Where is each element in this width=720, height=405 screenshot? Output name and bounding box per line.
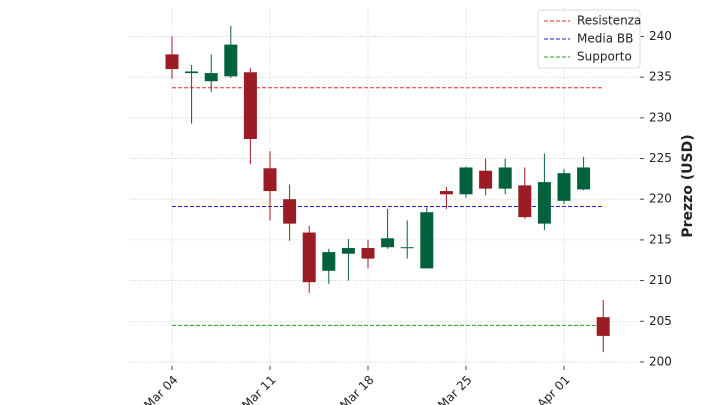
y-tick-label: 235 — [649, 70, 672, 84]
y-tick-label: 220 — [649, 192, 672, 206]
y-tick-label: 230 — [649, 110, 672, 124]
candle-body — [243, 72, 257, 139]
y-tick-label: 215 — [649, 232, 672, 246]
candle-body — [165, 54, 179, 70]
candle-body — [322, 252, 336, 271]
candle-body — [283, 199, 297, 224]
candle-body — [341, 248, 355, 254]
candle-body — [381, 238, 395, 248]
candle-body — [302, 232, 316, 283]
y-tick-label: 210 — [649, 273, 672, 287]
candle-body — [224, 44, 238, 77]
candle-body — [518, 185, 532, 218]
candle-body — [400, 247, 414, 249]
candle-body — [420, 212, 434, 269]
y-tick-label: 240 — [649, 29, 672, 43]
x-tick-label: Mar 25 — [435, 373, 474, 405]
candle-body — [439, 191, 453, 195]
legend-box — [537, 9, 641, 69]
y-tick-label: 225 — [649, 151, 672, 165]
candle-body — [596, 317, 610, 336]
y-axis-label: Prezzo (USD) — [680, 134, 696, 237]
x-tick-label: Mar 18 — [337, 373, 376, 405]
candle-body — [204, 73, 218, 82]
candle-body — [498, 167, 512, 189]
legend-label: Media BB — [577, 32, 633, 46]
candle-body — [263, 168, 277, 192]
x-tick-label: Mar 04 — [141, 373, 180, 405]
candle-body — [577, 167, 591, 190]
candle-body — [537, 182, 551, 224]
candle-body — [459, 167, 473, 195]
y-tick-label: 200 — [649, 354, 672, 368]
y-tick-label: 205 — [649, 314, 672, 328]
x-tick-label: Mar 11 — [239, 373, 278, 405]
candle-body — [361, 248, 375, 259]
candle-body — [479, 170, 493, 189]
legend-label: Resistenza — [577, 14, 641, 28]
candle-body — [185, 71, 199, 74]
candle-body — [557, 173, 571, 201]
x-tick-label: Apr 01 — [535, 373, 573, 405]
legend-label: Supporto — [577, 50, 632, 64]
